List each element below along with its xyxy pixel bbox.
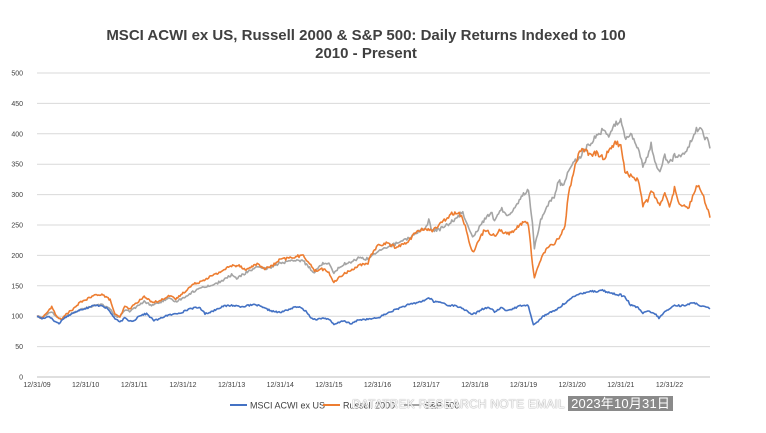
gridlines (37, 72, 710, 378)
y-axis-ticks: 0 50 100 150 200 250 300 350 400 450 500 (11, 71, 23, 382)
x-tick-label: 12/31/22 (656, 382, 683, 389)
y-tick-label: 50 (15, 344, 23, 351)
watermark-text: DATATREK RESEARCH NOTE EMAIL (352, 397, 565, 411)
y-tick-label: 250 (11, 223, 23, 230)
x-tick-label: 12/31/19 (510, 382, 537, 389)
x-tick-label: 12/31/10 (72, 382, 99, 389)
x-tick-label: 12/31/09 (23, 382, 50, 389)
series-line-msci-acwi-ex-us (36, 288, 711, 326)
y-tick-label: 450 (11, 101, 23, 108)
legend-label: S&P 500 (424, 401, 459, 411)
x-tick-label: 12/31/14 (267, 382, 294, 389)
x-tick-label: 12/31/18 (461, 382, 488, 389)
series-line-russell-2000 (36, 140, 711, 321)
chart-title: MSCI ACWI ex US, Russell 2000 & S&P 500:… (106, 27, 626, 44)
y-tick-label: 200 (11, 253, 23, 260)
x-axis-ticks: 12/31/09 12/31/10 12/31/11 12/31/12 12/31/13… (23, 382, 683, 389)
x-tick-label: 12/31/20 (559, 382, 586, 389)
x-tick-label: 12/31/12 (169, 382, 196, 389)
watermark-date: 2023年10月31日 (568, 396, 674, 411)
y-tick-label: 100 (11, 314, 23, 321)
x-tick-label: 12/31/21 (607, 382, 634, 389)
watermark: DATATREK RESEARCH NOTE EMAIL 2023年10月31日 (352, 395, 674, 413)
x-tick-label: 12/31/17 (413, 382, 440, 389)
y-tick-label: 0 (19, 375, 23, 382)
series-lines (36, 117, 711, 326)
x-tick-label: 12/31/13 (218, 382, 245, 389)
x-tick-label: 12/31/15 (315, 382, 342, 389)
legend-label: Russell 2000 (343, 401, 395, 411)
y-tick-label: 150 (11, 283, 23, 290)
legend-label: MSCI ACWI ex US (250, 401, 325, 411)
y-tick-label: 350 (11, 162, 23, 169)
chart-subtitle: 2010 - Present (315, 45, 417, 62)
y-tick-label: 500 (11, 71, 23, 78)
legend: MSCI ACWI ex US Russell 2000 S&P 500 (230, 401, 459, 411)
y-tick-label: 300 (11, 192, 23, 199)
series-line-s-p-500 (36, 117, 711, 322)
x-tick-label: 12/31/16 (364, 382, 391, 389)
x-tick-label: 12/31/11 (121, 382, 148, 389)
y-tick-label: 400 (11, 131, 23, 138)
